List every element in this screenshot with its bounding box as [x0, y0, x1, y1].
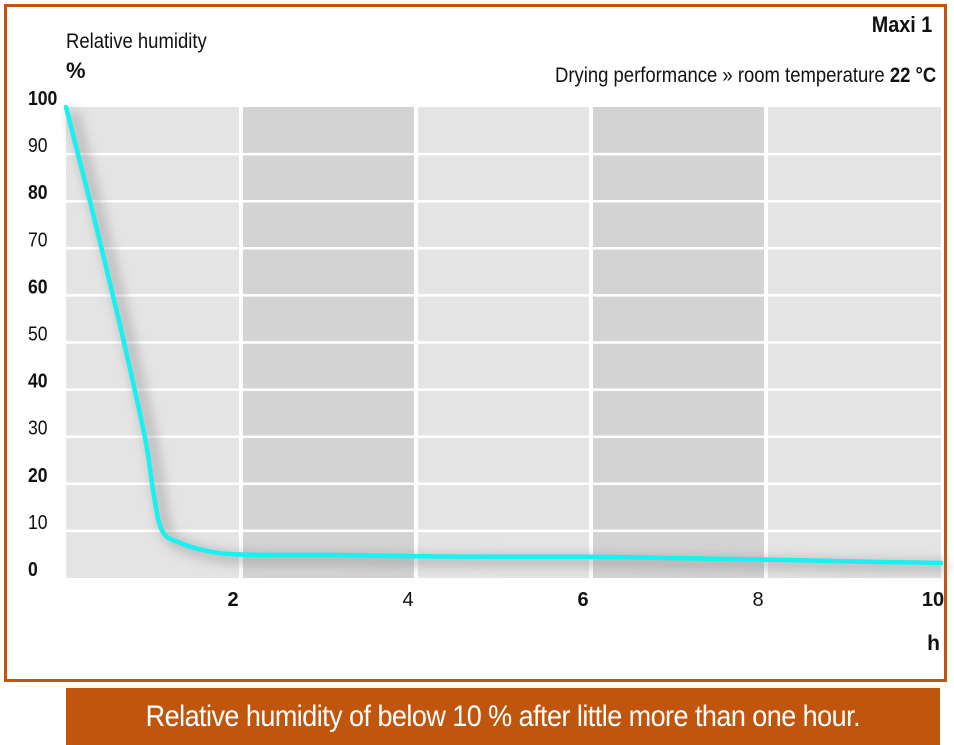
y-tick-label: 40	[28, 370, 48, 392]
y-tick-label: 70	[28, 228, 48, 250]
chart-svg: 0 10 20 30 40 50 60 70 80 90 100 2 4 6 8 10	[28, 87, 948, 611]
y-tick-label: 100	[28, 87, 57, 109]
x-axis-unit: h	[927, 632, 940, 655]
y-tick-labels: 0 10 20 30 40 50 60 70 80 90 100	[28, 87, 57, 580]
y-tick-label: 50	[28, 322, 48, 344]
caption-text: Relative humidity of below 10 % after li…	[145, 700, 861, 733]
x-tick-label: 6	[577, 589, 588, 611]
series-group	[63, 104, 948, 572]
chart-subtitle: Drying performance » room temperature 22…	[555, 64, 936, 88]
x-tick-label: 10	[922, 589, 944, 611]
model-label: Maxi 1	[871, 12, 932, 37]
y-tick-label: 0	[28, 558, 38, 580]
y-axis-unit: %	[66, 58, 86, 83]
y-tick-label: 10	[28, 511, 48, 533]
subtitle-prefix: Drying performance » room temperature	[554, 64, 890, 87]
grid-lines	[66, 107, 941, 578]
series-line	[63, 104, 944, 566]
subtitle-temperature: 22 °C	[889, 64, 936, 87]
x-tick-label: 4	[402, 589, 413, 611]
series-line-shadow	[67, 109, 948, 572]
x-tick-label: 2	[227, 589, 238, 611]
y-axis-title: Relative humidity	[66, 30, 207, 53]
y-tick-label: 80	[28, 181, 48, 203]
y-tick-label: 60	[28, 275, 48, 297]
y-tick-label: 90	[28, 134, 48, 156]
caption-bar: Relative humidity of below 10 % after li…	[66, 688, 940, 745]
y-tick-label: 20	[28, 464, 48, 486]
x-tick-labels: 2 4 6 8 10	[227, 589, 944, 611]
y-tick-label: 30	[28, 417, 48, 439]
chart-frame	[4, 4, 947, 682]
x-tick-label: 8	[752, 589, 763, 611]
